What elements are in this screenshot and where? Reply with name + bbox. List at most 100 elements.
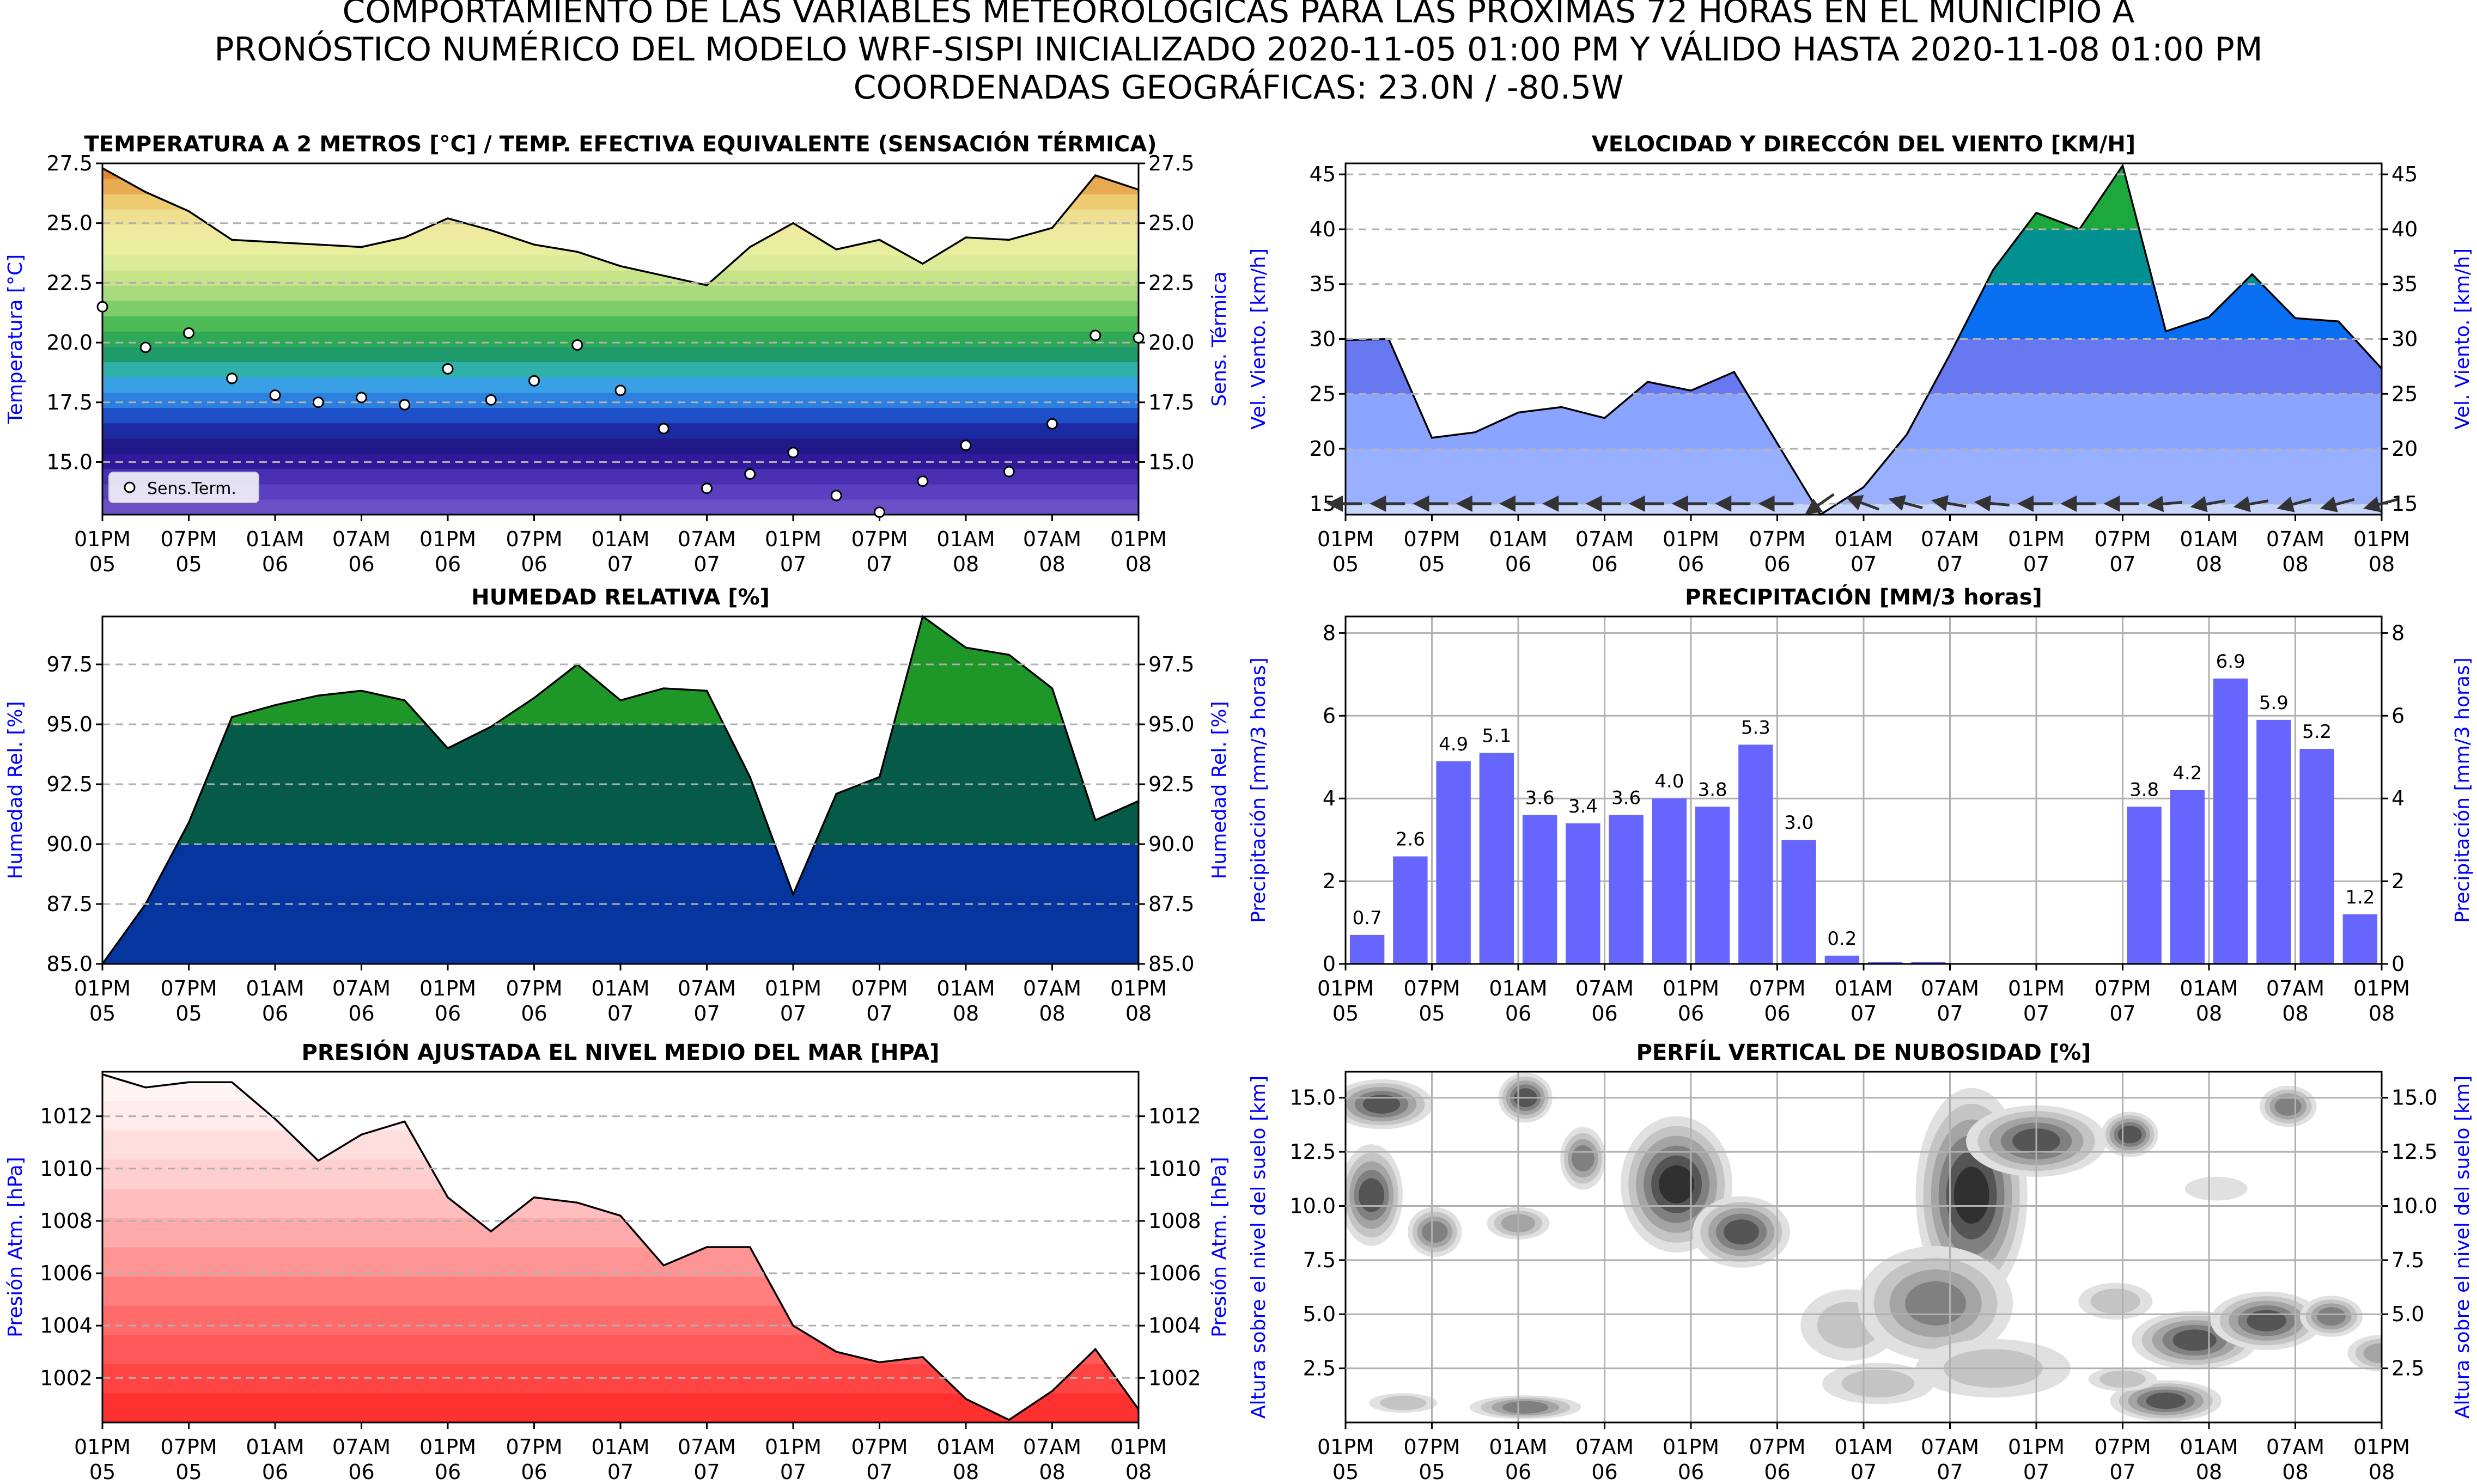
cloud-contour — [1905, 1281, 1967, 1326]
wind-area — [1346, 166, 2382, 515]
pressure-band — [102, 1218, 1139, 1248]
temp-xtick-day: 07 — [693, 552, 720, 576]
temp-xtick-day: 05 — [89, 552, 115, 576]
precip-data-label: 3.0 — [1784, 812, 1813, 834]
wind-direction-arrow — [2320, 496, 2355, 512]
cloud-contour — [1502, 1401, 1549, 1414]
wind-xtick-day: 07 — [2109, 552, 2135, 576]
pressure-ytick-label: 1012 — [40, 1104, 93, 1128]
precip-xtick-day: 06 — [1591, 1001, 1617, 1025]
precip-xtick-time: 07PM — [1749, 976, 1805, 1000]
temp-legend-box — [108, 472, 259, 503]
temp-ytick-label: 15.0 — [46, 450, 93, 474]
precip-panel: PRECIPITACIÓN [MM/3 horas] Precipitación … — [1247, 584, 2474, 1025]
precip-data-label: 6.9 — [2216, 651, 2245, 673]
precip-bar — [1566, 823, 1600, 964]
precip-data-label: 0.2 — [1827, 928, 1857, 950]
wind-band — [1346, 339, 2382, 394]
temp-band — [102, 468, 1139, 485]
temp-legend-marker — [124, 481, 136, 493]
wind-ytick-label-right: 15 — [2391, 492, 2418, 516]
rh-xtick-time: 07PM — [506, 976, 562, 1000]
wind-xtick-time: 01AM — [1834, 527, 1892, 551]
wind-xtick-time: 07PM — [1403, 527, 1460, 551]
cloud-xtick-time: 01PM — [2008, 1435, 2065, 1459]
cloud-frame — [1344, 1071, 2383, 1424]
cloud-xtick-time: 01PM — [2353, 1435, 2410, 1459]
precip-xtick-day: 07 — [1937, 1001, 1963, 1025]
cloud-panel: PERFÍL VERTICAL DE NUBOSIDAD [%] Altura s… — [1247, 1039, 2474, 1484]
rh-ytick-label: 87.5 — [46, 892, 93, 916]
wind-direction-arrow — [1805, 493, 1835, 515]
precip-data-label: 3.6 — [1611, 787, 1641, 809]
sens-term-point — [744, 468, 756, 480]
precip-data-label: 1.2 — [2345, 887, 2375, 908]
precip-data-label: 0.7 — [1353, 907, 1382, 929]
rh-xtick-day: 06 — [348, 1001, 374, 1025]
temp-ytick-label-right: 20.0 — [1148, 331, 1195, 355]
precip-bar — [1781, 840, 1816, 964]
precip-xtick-day: 07 — [2023, 1001, 2049, 1025]
precip-bar — [1911, 962, 1946, 964]
pressure-xtick-day: 06 — [435, 1460, 461, 1484]
rh-ytick-label-right: 85.0 — [1148, 952, 1195, 976]
pressure-xtick-time: 01AM — [591, 1435, 649, 1459]
wind-direction-arrow — [2277, 496, 2312, 512]
title-line-1: COMPORTAMIENTO DE LAS VARIABLES METEOROL… — [342, 0, 2135, 30]
temp-panel: TEMPERATURA A 2 METROS [°C] / TEMP. EFEC… — [4, 131, 1231, 576]
cloud-xtick-day: 06 — [1678, 1460, 1704, 1484]
temp-band — [102, 301, 1139, 316]
temp-band — [102, 438, 1139, 454]
sens-term-point — [139, 341, 151, 353]
precip-bar — [1479, 753, 1514, 964]
temp-ylabel-right: Sens. Térmica — [1208, 271, 1231, 407]
temp-xtick-time: 01PM — [1110, 527, 1167, 551]
rh-xtick-time: 07AM — [1023, 976, 1081, 1000]
rh-ytick-label-right: 95.0 — [1148, 712, 1195, 736]
temp-xtick-time: 07PM — [506, 527, 562, 551]
cloud-contour — [1953, 1167, 1989, 1224]
rh-xtick-day: 07 — [866, 1001, 892, 1025]
wind-xtick-day: 07 — [2023, 552, 2049, 576]
cloud-ytick-label: 10.0 — [1289, 1194, 1336, 1218]
precip-ytick-label-right: 6 — [2391, 704, 2405, 728]
pressure-band — [102, 1188, 1139, 1218]
cloud-contour — [1659, 1165, 1694, 1204]
cloud-ytick-label-right: 2.5 — [2391, 1357, 2424, 1381]
temp-xtick-time: 07AM — [678, 527, 736, 551]
temp-band — [102, 499, 1139, 515]
precip-bar — [2299, 749, 2334, 964]
pressure-ytick-label: 1010 — [40, 1157, 93, 1181]
temp-ytick-label: 25.0 — [46, 211, 93, 235]
temp-line — [102, 167, 1139, 286]
title-line-3: COORDENADAS GEOGRÁFICAS: 23.0N / -80.5W — [853, 69, 1624, 107]
cloud-contour — [2172, 1329, 2217, 1351]
pressure-xtick-time: 01AM — [246, 1435, 304, 1459]
precip-ytick-label-right: 4 — [2391, 786, 2405, 810]
precip-xtick-day: 06 — [1678, 1001, 1704, 1025]
pressure-ytick-label: 1004 — [40, 1314, 93, 1338]
wind-frame — [1344, 162, 2383, 516]
temp-xtick-day: 06 — [435, 552, 461, 576]
sens-term-point — [787, 447, 799, 459]
pressure-band — [102, 1276, 1139, 1306]
cloud-xtick-time: 01PM — [1663, 1435, 1719, 1459]
wind-xtick-time: 07PM — [2094, 527, 2151, 551]
wind-xtick-time: 07AM — [2266, 527, 2324, 551]
temp-xtick-time: 01AM — [591, 527, 649, 551]
pressure-band — [102, 1130, 1139, 1160]
cloud-contour — [2247, 1310, 2287, 1332]
rh-ytick-label: 95.0 — [46, 712, 93, 736]
cloud-xtick-day: 05 — [1419, 1460, 1445, 1484]
pressure-xtick-day: 08 — [1125, 1460, 1152, 1484]
precip-xtick-time: 07AM — [1575, 976, 1634, 1000]
pressure-title: PRESIÓN AJUSTADA EL NIVEL MEDIO DEL MAR … — [302, 1039, 940, 1065]
pressure-xtick-day: 07 — [866, 1460, 892, 1484]
wind-ytick-label-right: 40 — [2391, 217, 2418, 241]
wind-direction-arrow — [1888, 495, 1923, 511]
temp-ytick-label-right: 25.0 — [1148, 211, 1195, 235]
rh-xtick-time: 07AM — [678, 976, 736, 1000]
cloud-ytick-label-right: 12.5 — [2391, 1140, 2438, 1164]
cloud-ytick-label: 2.5 — [1303, 1357, 1336, 1381]
